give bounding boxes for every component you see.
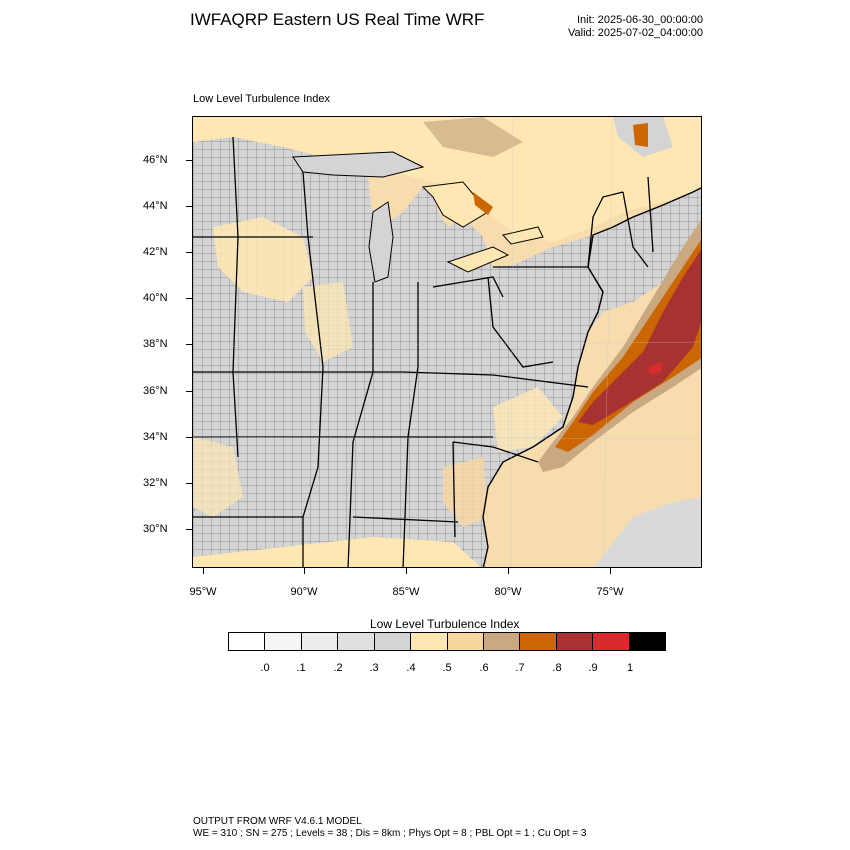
lat-label: 36°N	[143, 385, 168, 397]
colorbar-box	[374, 633, 412, 650]
colorbar-label: .4	[406, 662, 416, 674]
colorbar-label: .5	[442, 662, 452, 674]
lake-huron	[421, 181, 489, 228]
lat-tick	[186, 344, 192, 345]
main-title: IWFAQRP Eastern US Real Time WRF	[190, 10, 485, 29]
turbulence-outer-band	[538, 220, 701, 472]
colorbar-label: .8	[552, 662, 562, 674]
lower-mississippi-patch	[193, 437, 243, 517]
georgian-bay-hotspot	[473, 192, 493, 215]
colorbar-box	[629, 633, 666, 650]
colorbar-box	[556, 633, 594, 650]
canada-high-patch	[423, 117, 523, 157]
turbulence-peak	[648, 362, 663, 375]
lon-tick	[203, 568, 204, 574]
lon-label: 80°W	[494, 586, 522, 598]
sea-low-patch	[594, 497, 701, 567]
map-panel	[192, 116, 702, 568]
lat-tick	[186, 206, 192, 207]
colorbar-label: 1	[626, 662, 634, 674]
map-subtitle: Low Level Turbulence Index	[193, 93, 330, 105]
state-borders	[193, 136, 654, 567]
lat-tick	[186, 391, 192, 392]
colorbar-box	[483, 633, 521, 650]
lat-label: 46°N	[143, 154, 168, 166]
lake-erie	[446, 246, 510, 273]
colorbar-label: .6	[479, 662, 489, 674]
lat-tick	[186, 252, 192, 253]
lat-tick	[186, 437, 192, 438]
colorbar-box	[265, 633, 302, 650]
init-time: Init: 2025-06-30_00:00:00	[577, 14, 703, 26]
county-grid	[193, 137, 701, 567]
model-footer: OUTPUT FROM WRF V4.6.1 MODEL	[193, 816, 362, 827]
lat-label: 30°N	[143, 523, 168, 535]
lat-label: 44°N	[143, 200, 168, 212]
lat-tick	[186, 160, 192, 161]
lake-michigan	[368, 201, 394, 283]
lon-label: 75°W	[596, 586, 624, 598]
colorbar-box	[411, 633, 448, 650]
colorbar-box	[301, 633, 339, 650]
colorbar-label: .3	[369, 662, 379, 674]
colorbar-label: .0	[260, 662, 270, 674]
turbulence-mid-band	[555, 240, 701, 452]
lat-tick	[186, 483, 192, 484]
lon-label: 95°W	[189, 586, 217, 598]
colorbar-box	[520, 633, 557, 650]
lon-tick	[508, 568, 509, 574]
colorbar-title: Low Level Turbulence Index	[370, 617, 520, 631]
colorbar-label: .1	[296, 662, 306, 674]
lat-tick	[186, 529, 192, 530]
valid-time: Valid: 2025-07-02_04:00:00	[568, 27, 703, 39]
lon-tick	[610, 568, 611, 574]
lat-label: 42°N	[143, 246, 168, 258]
lat-label: 38°N	[143, 338, 168, 350]
colorbar-label: .2	[333, 662, 343, 674]
lat-label: 32°N	[143, 477, 168, 489]
colorbar-box	[593, 633, 630, 650]
colorbar-box	[447, 633, 484, 650]
lat-label: 34°N	[143, 431, 168, 443]
canada-region	[193, 117, 701, 242]
lake-ontario	[502, 226, 544, 245]
lon-label: 90°W	[290, 586, 318, 598]
lon-tick	[406, 568, 407, 574]
lon-tick	[304, 568, 305, 574]
colorbar-label: .7	[515, 662, 525, 674]
lat-tick	[186, 298, 192, 299]
atlantic-coastline	[482, 187, 701, 567]
lat-label: 40°N	[143, 292, 168, 304]
graticule	[193, 117, 701, 567]
turbulence-core	[578, 250, 701, 425]
colorbar	[228, 632, 666, 651]
carolina-patch	[493, 387, 563, 452]
colorbar-label: .9	[588, 662, 598, 674]
quebec-hotspot	[633, 123, 648, 147]
colorbar-box	[338, 633, 375, 650]
gulf-coast-patch	[193, 537, 481, 567]
model-config-footer: WE = 310 ; SN = 275 ; Levels = 38 ; Dis …	[193, 828, 587, 839]
colorbar-box	[229, 633, 266, 650]
lon-label: 85°W	[392, 586, 420, 598]
map-canvas	[193, 117, 701, 567]
